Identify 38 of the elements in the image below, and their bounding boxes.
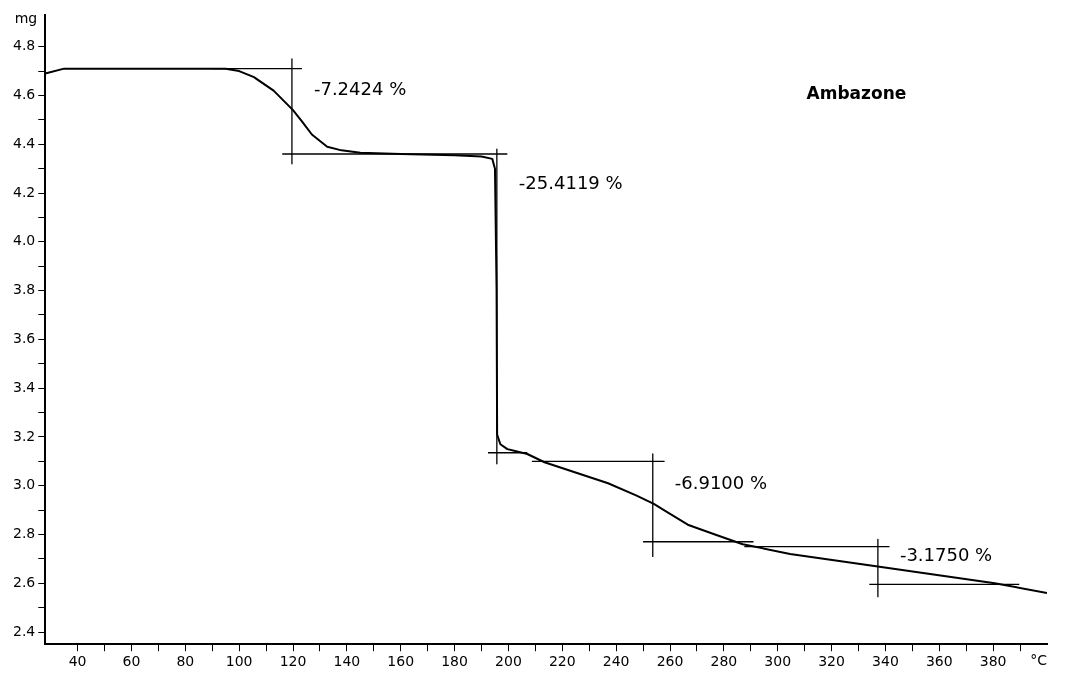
y-tick-label: 4.8	[13, 37, 36, 54]
x-tick-label: 180	[441, 653, 468, 670]
x-tick-label: 80	[176, 653, 195, 670]
y-tick-label: 4.6	[13, 86, 36, 103]
annotation: -6.9100 %	[674, 472, 768, 494]
x-tick-label: 280	[710, 653, 738, 670]
x-tick-label: 200	[495, 653, 522, 670]
x-tick-label: 300	[764, 653, 792, 670]
y-tick-label: 3.6	[13, 330, 36, 346]
y-axis-title: mg	[14, 9, 38, 26]
x-tick-label: 340	[872, 653, 899, 670]
y-tick-label: 4.0	[13, 232, 36, 249]
x-tick-label: 260	[656, 653, 684, 670]
x-tick-label: 320	[818, 653, 845, 670]
x-tick-label: 60	[122, 653, 141, 670]
x-tick-label: 380	[979, 653, 1007, 670]
y-tick-label: 4.4	[13, 134, 36, 151]
x-tick-label: 240	[602, 653, 630, 670]
text: Ambazone	[806, 83, 907, 104]
y-tick-label: 3.2	[13, 427, 36, 444]
x-tick-label: 140	[333, 653, 361, 670]
y-tick-label: 3.0	[13, 476, 36, 493]
annotation: -7.2424 %	[313, 78, 407, 100]
x-axis-title: °C	[1030, 651, 1048, 668]
x-tick-label: 360	[925, 653, 953, 670]
x-tick-label: 40	[68, 653, 87, 670]
x-tick-label: 220	[548, 653, 576, 670]
x-tick-label: 100	[225, 653, 253, 670]
x-tick-label: 120	[279, 653, 307, 670]
annotation: -3.1750 %	[899, 544, 993, 566]
annotation: -25.4119 %	[518, 171, 623, 193]
y-tick-label: 2.4	[13, 622, 36, 639]
y-tick-label: 2.8	[13, 525, 36, 542]
y-tick-label: 4.2	[13, 183, 36, 200]
y-tick-label: 3.8	[13, 281, 36, 298]
y-tick-label: 2.6	[13, 573, 36, 590]
y-tick-label: 3.4	[13, 378, 36, 395]
x-tick-label: 160	[387, 653, 415, 670]
